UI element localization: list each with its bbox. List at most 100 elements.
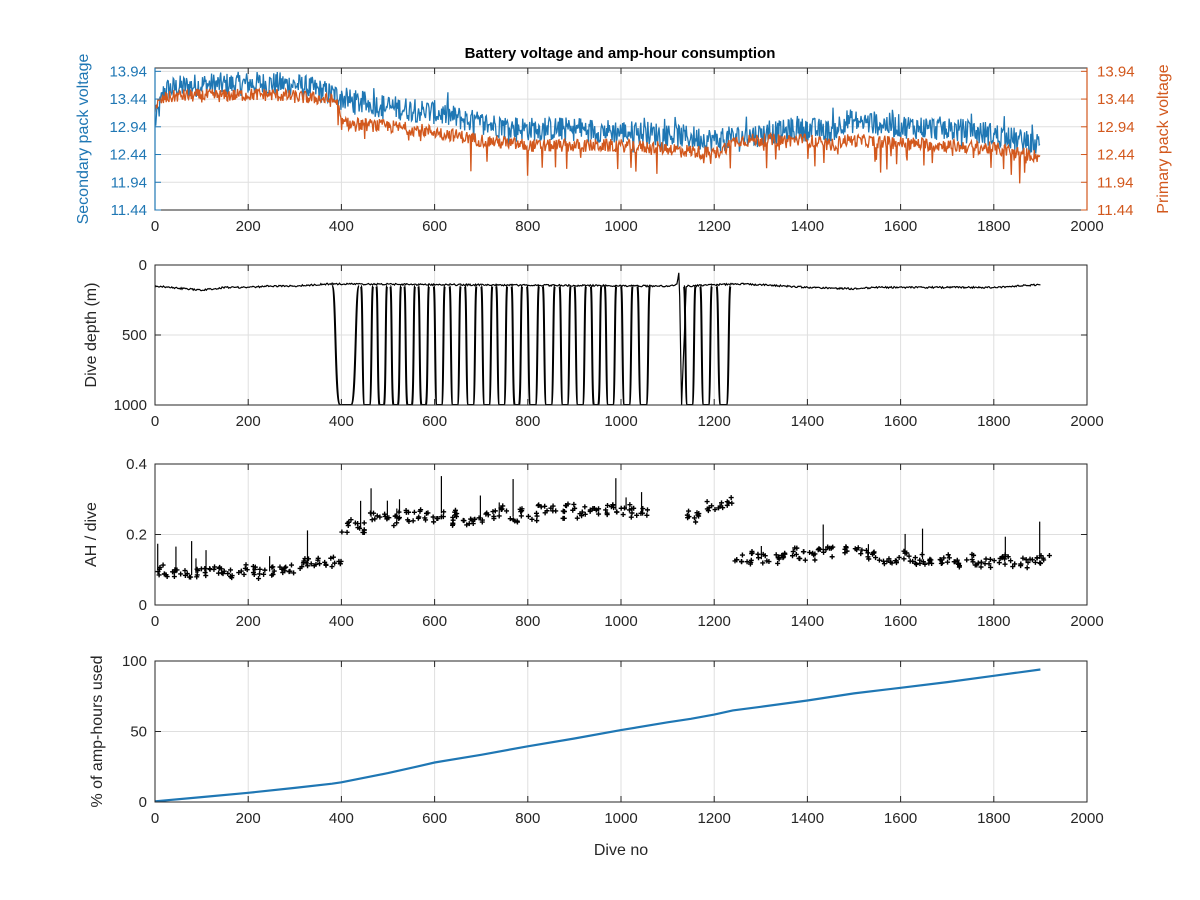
data-point	[496, 513, 502, 519]
data-point	[920, 559, 926, 565]
data-point	[972, 562, 978, 568]
data-point	[1005, 554, 1011, 560]
data-point	[302, 556, 308, 562]
data-point	[491, 513, 497, 519]
data-point	[790, 553, 796, 559]
data-point	[453, 514, 459, 520]
depth-panel: 0 200 400 600 800 1000 1200 1400 1600 1800 2000 0 50…	[83, 257, 1104, 430]
data-point	[983, 556, 989, 562]
data-point	[796, 555, 802, 561]
data-point	[344, 529, 350, 535]
primary-voltage-line	[155, 87, 1041, 184]
y-tick-label: 0	[139, 257, 147, 274]
data-point	[1024, 565, 1030, 571]
data-point	[470, 521, 476, 527]
x-tick-label: 200	[236, 810, 261, 827]
data-point	[534, 518, 540, 524]
data-point	[760, 560, 766, 566]
x-tick-label: 0	[151, 810, 159, 827]
y-tick-label: 0.2	[126, 527, 147, 544]
data-point	[269, 572, 275, 578]
y-right-tick-label: 11.44	[1097, 202, 1133, 219]
data-point	[361, 527, 367, 533]
depth-line	[155, 272, 1041, 405]
data-point	[618, 505, 624, 511]
y-tick-label: 12.94	[109, 119, 147, 136]
data-point	[938, 560, 944, 566]
plot-area	[155, 71, 1041, 184]
y-axis-label-right: Primary pack voltage	[1155, 64, 1172, 213]
data-point	[535, 503, 541, 509]
data-point	[317, 561, 323, 567]
deep-dive-segment	[359, 285, 375, 405]
data-point	[1032, 559, 1038, 565]
data-point	[729, 500, 735, 506]
data-point	[305, 563, 311, 569]
data-point	[582, 511, 588, 517]
data-point	[719, 500, 725, 506]
deep-dive-segment	[603, 285, 618, 405]
data-point	[716, 505, 722, 511]
y-right-tick-label: 12.44	[1097, 147, 1135, 164]
data-point	[283, 564, 289, 570]
deep-dive-segment	[525, 285, 540, 405]
data-point	[229, 573, 235, 579]
y-axis-label: % of amp-hours used	[89, 655, 106, 807]
x-tick-label: 2000	[1070, 218, 1103, 235]
data-point	[518, 513, 524, 519]
deep-dive-segment	[573, 285, 588, 405]
x-tick-label: 400	[329, 218, 354, 235]
data-point	[988, 564, 994, 570]
data-point	[587, 507, 593, 513]
x-tick-label: 0	[151, 613, 159, 630]
x-tick-label: 2000	[1070, 810, 1103, 827]
deep-dive-segment	[480, 285, 494, 405]
data-point	[978, 559, 984, 565]
data-point	[739, 559, 745, 565]
data-point	[1046, 553, 1052, 559]
data-point	[886, 556, 892, 562]
data-point	[906, 553, 912, 559]
x-tick-label: 800	[515, 613, 540, 630]
data-point	[565, 501, 571, 507]
data-point	[696, 513, 702, 519]
y-right-tick-label: 13.94	[1097, 63, 1135, 80]
data-point	[221, 568, 227, 574]
data-point	[773, 552, 779, 558]
data-point	[372, 516, 378, 522]
data-point	[410, 518, 416, 524]
data-point	[755, 551, 761, 557]
y-tick-label: 500	[122, 327, 147, 344]
deep-dive-segment	[331, 285, 361, 405]
deep-dive-segment	[541, 285, 556, 405]
data-point	[807, 549, 813, 555]
data-point	[749, 550, 755, 556]
data-point	[987, 556, 993, 562]
data-point	[927, 556, 933, 562]
x-tick-label: 1600	[884, 613, 917, 630]
data-point	[483, 511, 489, 517]
data-point	[910, 558, 916, 564]
x-tick-label: 1400	[791, 613, 824, 630]
data-point	[507, 516, 513, 522]
data-point	[978, 564, 984, 570]
data-point	[323, 562, 329, 568]
data-point	[241, 571, 247, 577]
data-point	[291, 570, 297, 576]
data-point	[374, 513, 380, 519]
data-point	[328, 555, 334, 561]
y-tick-label: 50	[130, 724, 147, 741]
deep-dive-segment	[403, 285, 417, 405]
x-tick-label: 200	[236, 218, 261, 235]
data-point	[991, 558, 997, 564]
data-point	[640, 510, 646, 516]
data-point	[596, 506, 602, 512]
x-tick-label: 1000	[604, 810, 637, 827]
data-point	[1038, 560, 1043, 566]
data-point	[262, 567, 268, 573]
data-point	[464, 522, 470, 528]
data-point	[571, 501, 577, 507]
data-point	[194, 574, 200, 580]
x-tick-label: 2000	[1070, 613, 1103, 630]
data-point	[156, 572, 162, 578]
